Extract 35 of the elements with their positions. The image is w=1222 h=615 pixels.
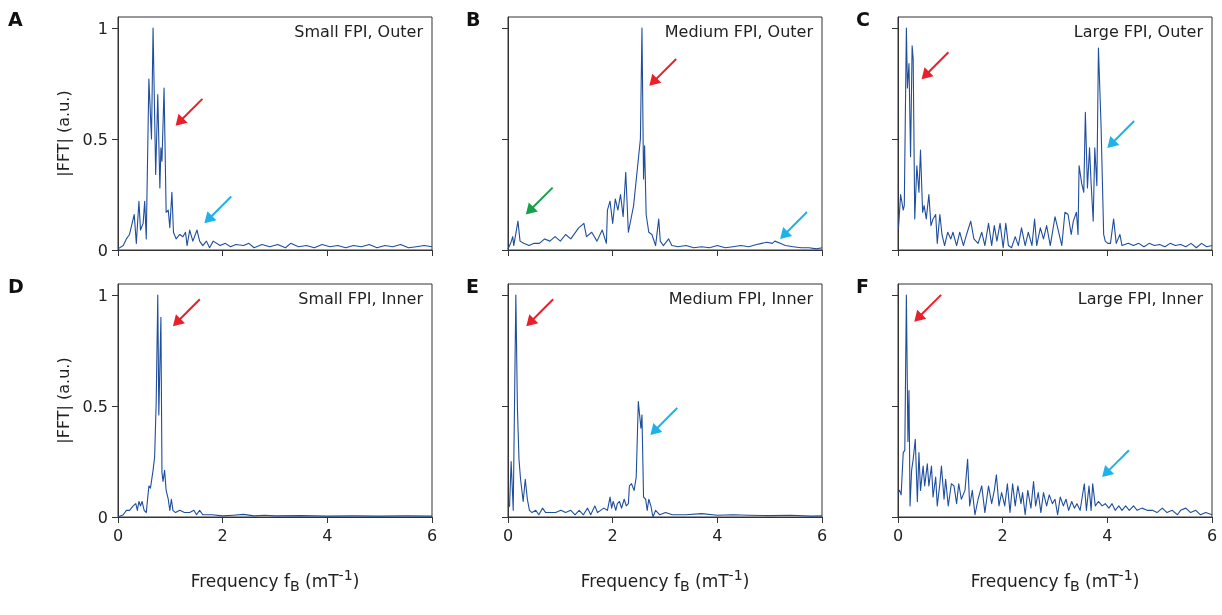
x-tick-label: 0	[502, 525, 514, 545]
text: B	[466, 7, 481, 30]
chart-title: Large FPI, Outer	[1073, 21, 1204, 41]
x-axis-title: Frequency f$_{B}$ (mT$^{-1}$)	[189, 567, 361, 595]
x-axis-title: Frequency f$_{B}$ (mT$^{-1}$)	[969, 567, 1141, 595]
x-tick-label: 0	[112, 525, 124, 545]
y-axis-title: |FFT| (a.u.)	[54, 90, 74, 177]
text: C	[856, 7, 870, 30]
x-tick-label: 2	[997, 525, 1008, 545]
x-tick-label: 4	[1102, 525, 1113, 545]
y-axis-title: |FFT| (a.u.)	[54, 357, 74, 444]
x-tick-label: 2	[217, 525, 228, 545]
y-tick-label: 1	[97, 18, 108, 38]
text: E	[466, 274, 479, 297]
y-tick-label: 0.5	[82, 129, 108, 149]
y-tick-label: 0	[97, 507, 108, 527]
x-tick-label: 6	[426, 525, 438, 545]
chart-title: Small FPI, Outer	[294, 21, 424, 41]
x-tick-label: 6	[1206, 525, 1218, 545]
chart-title: Large FPI, Inner	[1077, 288, 1204, 308]
y-tick-label: 0	[97, 240, 108, 260]
text: F	[856, 274, 869, 297]
y-tick-label: 1	[97, 285, 108, 305]
x-tick-label: 4	[712, 525, 723, 545]
text: D	[8, 274, 24, 297]
y-tick-label: 0.5	[82, 396, 108, 416]
x-axis-title: Frequency f$_{B}$ (mT$^{-1}$)	[579, 567, 751, 595]
chart-title: Medium FPI, Inner	[668, 288, 814, 308]
text: A	[8, 7, 23, 30]
x-tick-label: 2	[607, 525, 618, 545]
x-tick-label: 6	[816, 525, 828, 545]
x-tick-label: 0	[892, 525, 904, 545]
chart-title: Medium FPI, Outer	[664, 21, 814, 41]
chart-title: Small FPI, Inner	[298, 288, 424, 308]
x-tick-label: 4	[322, 525, 333, 545]
